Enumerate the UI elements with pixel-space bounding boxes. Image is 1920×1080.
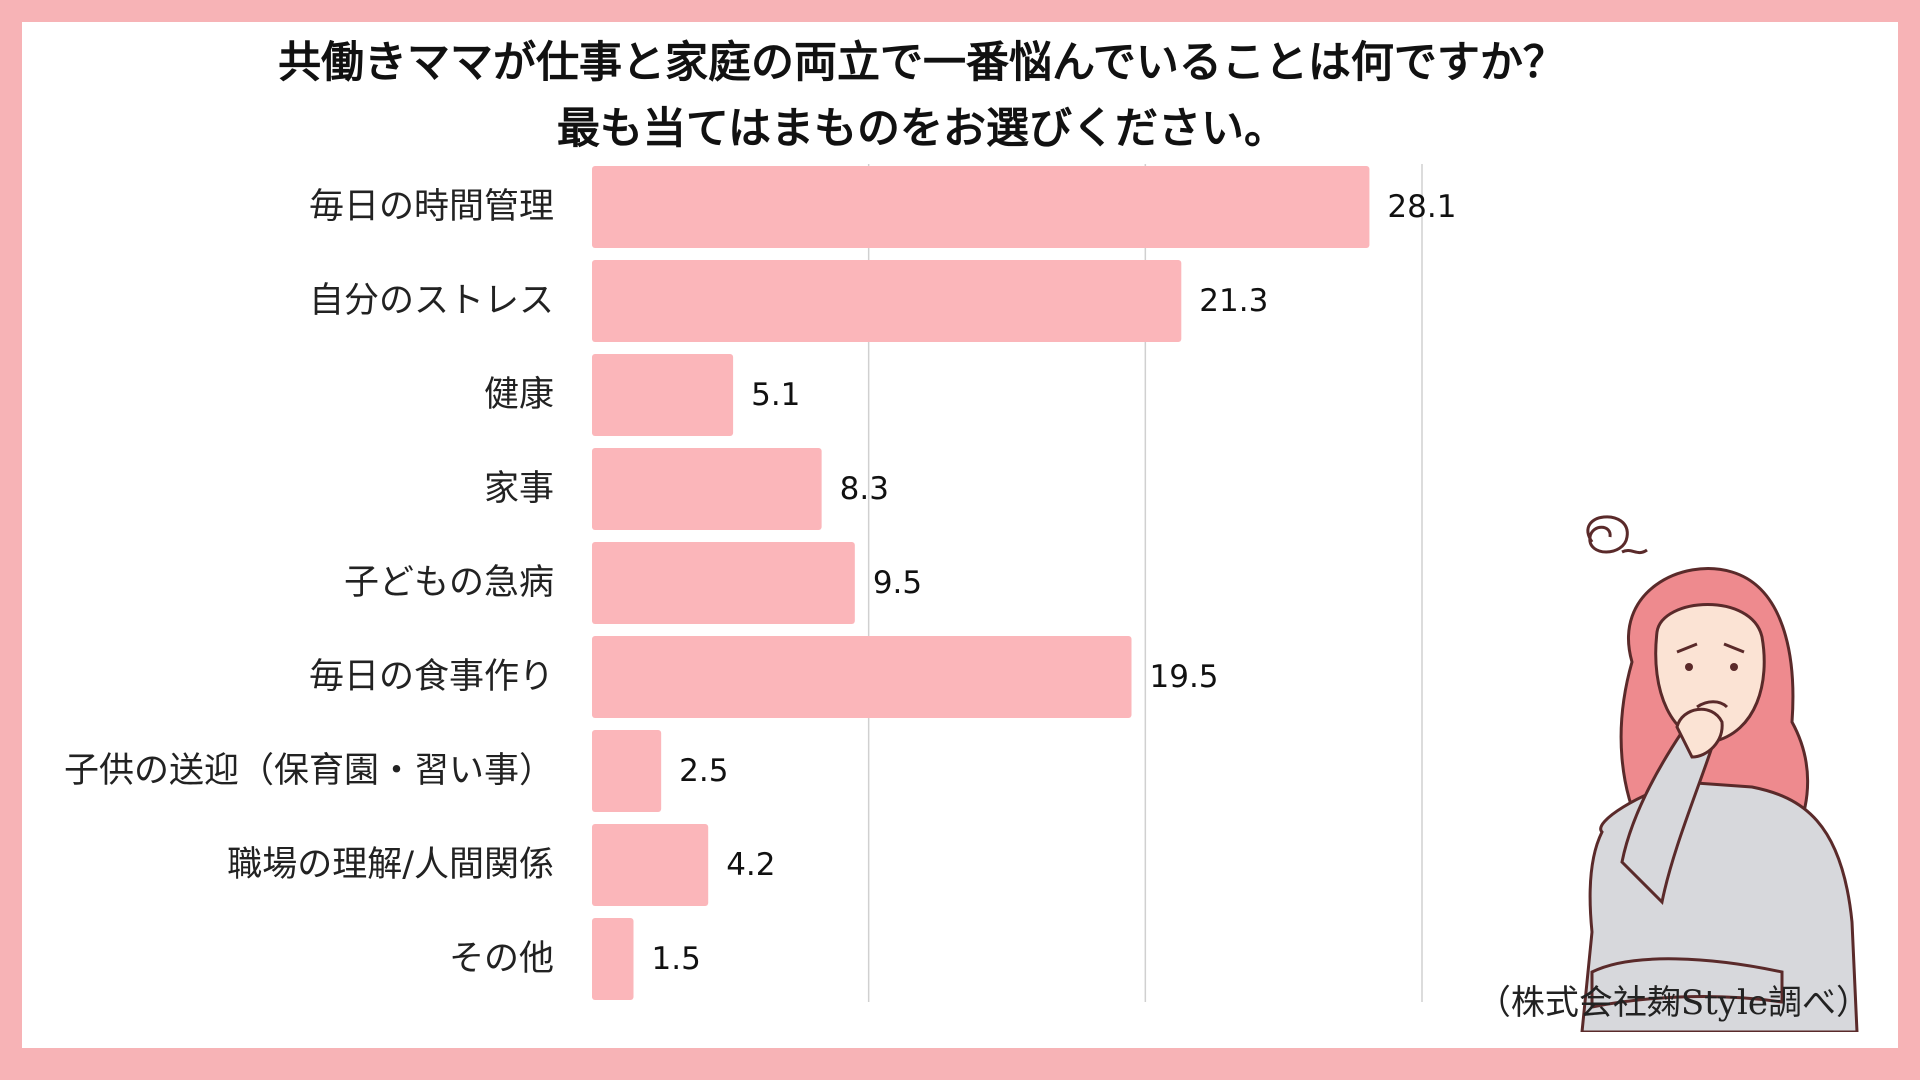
category-label: 自分のストレス <box>309 281 554 321</box>
data-label: 21.3 <box>1199 283 1268 319</box>
chart-title-line-2: 最も当てはまものをお選びください。 <box>556 104 1288 154</box>
bar <box>592 354 734 436</box>
bar <box>592 542 855 624</box>
bar <box>592 166 1370 248</box>
category-label: 毎日の食事作り <box>309 657 554 697</box>
data-label: 28.1 <box>1387 189 1456 225</box>
bar <box>592 448 822 530</box>
worried-woman-icon <box>1580 515 1859 1032</box>
bar-chart: 毎日の時間管理 28.1 自分のストレス 21.3 健康 5.1 家事 8.3 子どもの急病 9.… <box>64 164 1456 1002</box>
category-label: 子供の送迎（保育園・習い事） <box>64 751 554 791</box>
bar <box>592 730 662 812</box>
source-note: （株式会社麹Style調べ） <box>1476 983 1870 1023</box>
category-label: その他 <box>449 939 554 979</box>
bar <box>592 824 709 906</box>
bar <box>592 636 1132 718</box>
data-label: 9.5 <box>873 565 922 601</box>
category-label: 毎日の時間管理 <box>309 187 554 227</box>
data-label: 4.2 <box>726 847 775 883</box>
data-label: 19.5 <box>1150 659 1219 695</box>
category-label: 家事 <box>484 469 554 509</box>
chart-title-line-1: 共働きママが仕事と家庭の両立で一番悩んでいることは何ですか？ <box>278 38 1566 88</box>
bar <box>592 260 1182 342</box>
data-label: 2.5 <box>679 753 728 789</box>
category-label: 健康 <box>484 375 554 415</box>
bar <box>592 918 634 1000</box>
data-label: 1.5 <box>652 941 701 977</box>
category-label: 子どもの急病 <box>344 563 554 603</box>
category-label: 職場の理解/人間関係 <box>227 845 554 885</box>
chart-canvas: 共働きママが仕事と家庭の両立で一番悩んでいることは何ですか？ 最も当てはまものを… <box>22 22 1898 1048</box>
data-label: 8.3 <box>840 471 889 507</box>
data-label: 5.1 <box>751 377 800 413</box>
